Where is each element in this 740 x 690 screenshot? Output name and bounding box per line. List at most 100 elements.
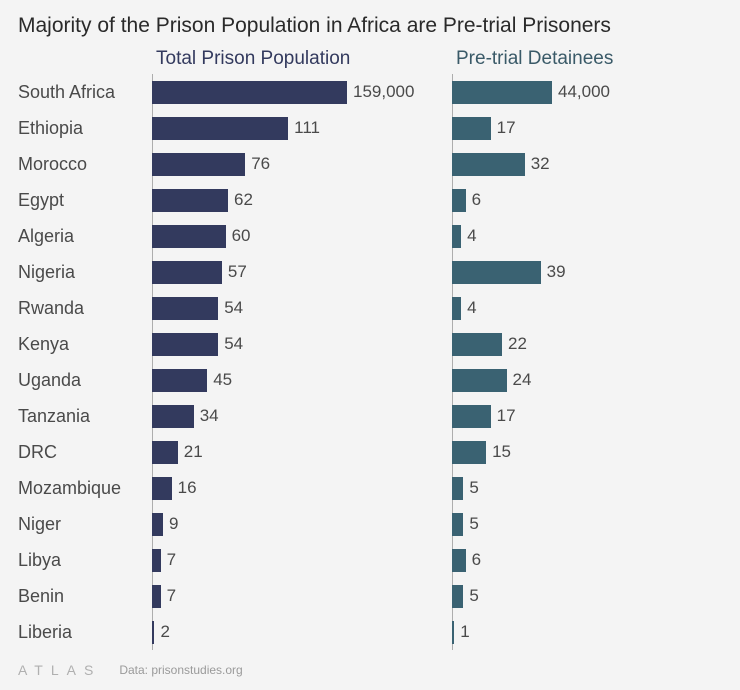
bar-wrap-pretrial: 17 <box>452 110 712 146</box>
bar-value-pretrial: 6 <box>466 190 481 210</box>
bar-wrap-pretrial: 6 <box>452 542 712 578</box>
table-row: Uganda45 24 <box>18 362 720 398</box>
bar-wrap-total: 9 <box>152 506 442 542</box>
bar-wrap-pretrial: 24 <box>452 362 712 398</box>
bar-value-pretrial: 15 <box>486 442 511 462</box>
bar-total: 111 <box>152 117 288 140</box>
chart-headers: Total Prison Population Pre-trial Detain… <box>18 44 720 74</box>
bar-wrap-pretrial: 4 <box>452 290 712 326</box>
bar-wrap-total: 21 <box>152 434 442 470</box>
bar-pretrial: 4 <box>452 225 461 248</box>
bar-wrap-total: 57 <box>152 254 442 290</box>
table-row: Mozambique165 <box>18 470 720 506</box>
bar-value-total: 16 <box>172 478 197 498</box>
bar-value-pretrial: 5 <box>463 586 478 606</box>
bar-wrap-pretrial: 44,000 <box>452 74 712 110</box>
source-prefix: Data: <box>119 663 151 677</box>
bar-pretrial: 1 <box>452 621 454 644</box>
country-label: Morocco <box>18 154 152 175</box>
atlas-logo: ATLAS <box>18 662 101 678</box>
country-label: Ethiopia <box>18 118 152 139</box>
bar-value-pretrial: 4 <box>461 298 476 318</box>
bar-wrap-total: 76 <box>152 146 442 182</box>
country-label: Benin <box>18 586 152 607</box>
bar-value-pretrial: 5 <box>463 514 478 534</box>
bar-wrap-total: 45 <box>152 362 442 398</box>
bar-pretrial: 22 <box>452 333 502 356</box>
series-header-pretrial: Pre-trial Detainees <box>452 48 712 70</box>
bar-wrap-pretrial: 17 <box>452 398 712 434</box>
bar-value-pretrial: 22 <box>502 334 527 354</box>
bar-wrap-pretrial: 22 <box>452 326 712 362</box>
bar-total: 60 <box>152 225 226 248</box>
table-row: Morocco7632 <box>18 146 720 182</box>
bar-value-total: 60 <box>226 226 251 246</box>
table-row: Niger95 <box>18 506 720 542</box>
bar-value-pretrial: 32 <box>525 154 550 174</box>
bar-value-total: 76 <box>245 154 270 174</box>
bar-wrap-pretrial: 15 <box>452 434 712 470</box>
bar-wrap-total: 111 <box>152 110 442 146</box>
bar-wrap-total: 34 <box>152 398 442 434</box>
country-label: Libya <box>18 550 152 571</box>
country-label: Egypt <box>18 190 152 211</box>
table-row: Benin 7 5 <box>18 578 720 614</box>
bar-pretrial: 6 <box>452 189 466 212</box>
bar-total: 62 <box>152 189 228 212</box>
bar-total: 9 <box>152 513 163 536</box>
bar-pretrial: 17 <box>452 405 491 428</box>
table-row: Libya 7 6 <box>18 542 720 578</box>
table-row: Egypt626 <box>18 182 720 218</box>
bar-value-total: 7 <box>161 586 176 606</box>
country-label: Kenya <box>18 334 152 355</box>
bar-pretrial: 5 <box>452 513 463 536</box>
footer: ATLAS Data: prisonstudies.org <box>0 650 740 690</box>
bar-value-total: 111 <box>288 118 320 138</box>
bar-wrap-total: 2 <box>152 614 442 650</box>
bar-total: 21 <box>152 441 178 464</box>
bar-wrap-total: 54 <box>152 326 442 362</box>
bar-value-total: 57 <box>222 262 247 282</box>
table-row: South Africa159,00044,000 <box>18 74 720 110</box>
bar-pretrial: 44,000 <box>452 81 552 104</box>
country-label: South Africa <box>18 82 152 103</box>
series-header-total: Total Prison Population <box>152 48 442 70</box>
bar-wrap-total: 7 <box>152 578 442 614</box>
table-row: Ethiopia11117 <box>18 110 720 146</box>
bar-wrap-pretrial: 1 <box>452 614 712 650</box>
bar-value-total: 34 <box>194 406 219 426</box>
bar-pretrial: 4 <box>452 297 461 320</box>
table-row: Tanzania3417 <box>18 398 720 434</box>
table-row: DRC2115 <box>18 434 720 470</box>
bar-pretrial: 15 <box>452 441 486 464</box>
bar-total: 76 <box>152 153 245 176</box>
chart-area: Total Prison Population Pre-trial Detain… <box>0 38 740 650</box>
table-row: Kenya54 22 <box>18 326 720 362</box>
country-label: DRC <box>18 442 152 463</box>
bar-wrap-total: 54 <box>152 290 442 326</box>
data-source: Data: prisonstudies.org <box>119 663 242 677</box>
bar-value-total: 2 <box>154 622 169 642</box>
country-label: Nigeria <box>18 262 152 283</box>
bar-pretrial: 39 <box>452 261 541 284</box>
bar-total: 2 <box>152 621 154 644</box>
bar-wrap-pretrial: 5 <box>452 470 712 506</box>
bar-wrap-total: 60 <box>152 218 442 254</box>
source-text: prisonstudies.org <box>151 663 242 677</box>
bar-pretrial: 5 <box>452 585 463 608</box>
bar-wrap-pretrial: 6 <box>452 182 712 218</box>
bar-total: 57 <box>152 261 222 284</box>
bar-total: 45 <box>152 369 207 392</box>
chart-rows: South Africa159,00044,000Ethiopia11117Mo… <box>18 74 720 650</box>
bar-value-total: 7 <box>161 550 176 570</box>
bar-total: 16 <box>152 477 172 500</box>
country-label: Uganda <box>18 370 152 391</box>
bar-pretrial: 32 <box>452 153 525 176</box>
country-label: Algeria <box>18 226 152 247</box>
bar-value-total: 62 <box>228 190 253 210</box>
bar-value-pretrial: 17 <box>491 406 516 426</box>
table-row: Algeria604 <box>18 218 720 254</box>
bar-value-total: 21 <box>178 442 203 462</box>
bar-value-pretrial: 5 <box>463 478 478 498</box>
table-row: Rwanda544 <box>18 290 720 326</box>
